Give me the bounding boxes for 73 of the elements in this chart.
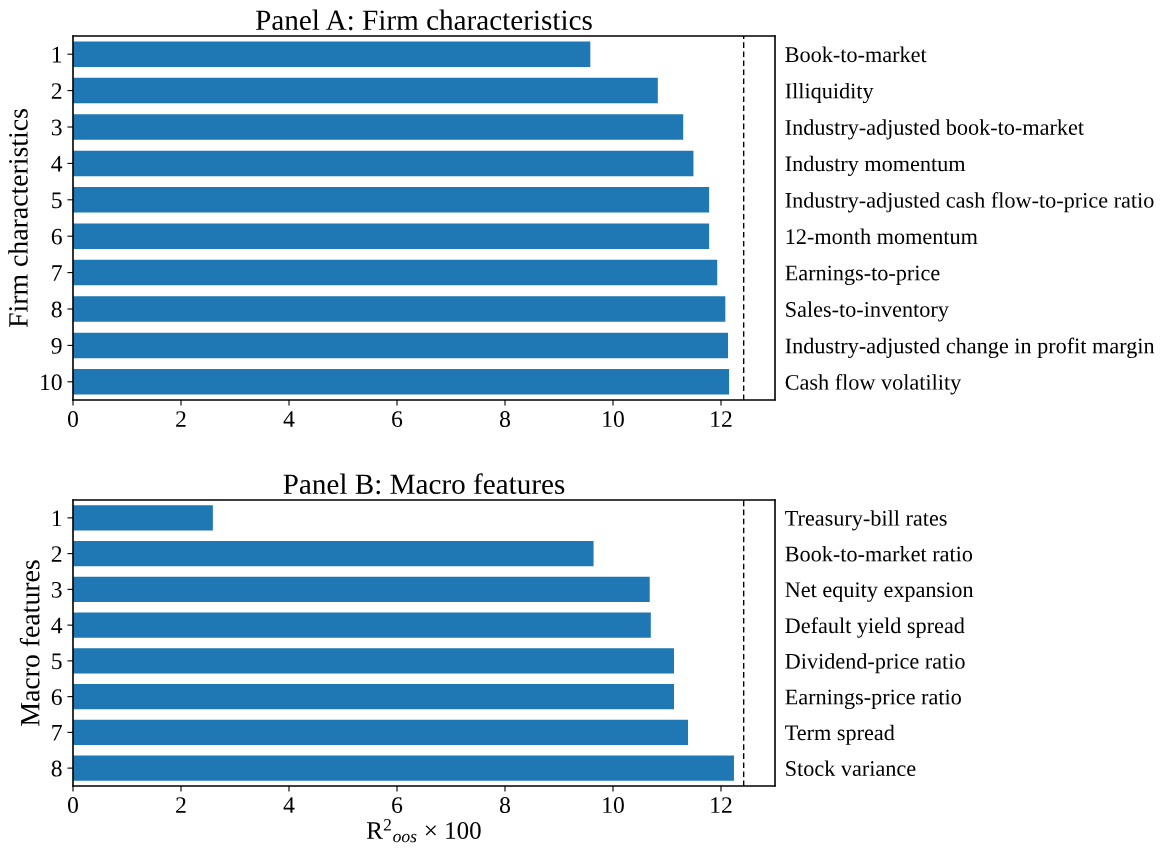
y-tick-label: 1 bbox=[52, 46, 62, 63]
bar bbox=[73, 369, 730, 395]
y2-tick-label: Earnings-price ratio bbox=[785, 689, 961, 710]
y2-tick-label: Book-to-market bbox=[785, 46, 927, 63]
y-tick-label: 9 bbox=[51, 337, 62, 354]
y2-tick-label: Industry-adjusted book-to-market bbox=[785, 119, 1084, 140]
bar bbox=[73, 77, 658, 104]
bar bbox=[73, 332, 729, 359]
bar bbox=[73, 41, 591, 67]
x-tick-label: 10 bbox=[603, 797, 624, 814]
bar bbox=[73, 576, 650, 602]
y2-tick-label: Dividend-price ratio bbox=[785, 653, 965, 674]
x-tick-label: 6 bbox=[392, 411, 403, 428]
y-tick-label: 6 bbox=[51, 689, 62, 706]
bar bbox=[73, 150, 694, 177]
y-axis-title: Macro features bbox=[19, 560, 40, 726]
bar bbox=[73, 505, 213, 531]
bar bbox=[73, 648, 675, 674]
x-tick-label: 12 bbox=[711, 411, 732, 427]
x-tick-label: 8 bbox=[500, 797, 510, 814]
bar bbox=[73, 719, 689, 745]
x-tick-label: 12 bbox=[711, 797, 732, 813]
bar bbox=[73, 612, 651, 638]
y2-tick-label: Stock variance bbox=[786, 760, 916, 777]
y-tick-label: 5 bbox=[52, 653, 62, 670]
y-tick-label: 4 bbox=[51, 617, 63, 634]
y2-tick-label: Industry momentum bbox=[785, 155, 966, 176]
y2-tick-label: 12-month momentum bbox=[786, 228, 978, 245]
y2-tick-label: Earnings-to-price bbox=[785, 265, 940, 286]
x-tick-label: 4 bbox=[283, 797, 295, 813]
x-tick-label: 2 bbox=[176, 797, 186, 813]
y-tick-label: 10 bbox=[41, 374, 62, 391]
y-tick-label: 1 bbox=[52, 510, 62, 527]
x-axis-title: R$^{2}$$_{oos}$ × 100 bbox=[366, 819, 481, 843]
y2-tick-label: Illiquidity bbox=[785, 82, 874, 104]
y-tick-label: 8 bbox=[51, 760, 62, 777]
y-tick-label: 8 bbox=[51, 301, 62, 318]
bar bbox=[73, 296, 726, 322]
y-tick-label: 5 bbox=[52, 192, 62, 209]
y2-tick-label: Treasury-bill rates bbox=[785, 510, 947, 531]
y2-tick-label: Industry-adjusted cash flow-to-price ratio bbox=[785, 191, 1154, 213]
y-tick-label: 3 bbox=[51, 581, 62, 598]
chart-title: Panel A: Firm characteristics bbox=[255, 9, 592, 31]
y-tick-label: 2 bbox=[51, 546, 62, 562]
bar bbox=[73, 187, 710, 213]
y-axis-title: Firm characteristics bbox=[8, 109, 28, 328]
x-tick-label: 4 bbox=[283, 411, 295, 427]
bar bbox=[73, 755, 734, 781]
bar bbox=[73, 684, 675, 710]
x-tick-label: 8 bbox=[500, 411, 510, 428]
y2-tick-label: Industry-adjusted change in profit margin bbox=[785, 337, 1155, 359]
x-tick-label: 6 bbox=[392, 797, 403, 814]
x-tick-label: 0 bbox=[68, 411, 78, 428]
y2-tick-label: Book-to-market ratio bbox=[785, 545, 973, 562]
y2-tick-label: Sales-to-inventory bbox=[786, 301, 949, 322]
y2-tick-label: Net equity expansion bbox=[785, 582, 974, 602]
x-tick-label: 0 bbox=[68, 797, 78, 814]
y-tick-label: 7 bbox=[52, 265, 62, 281]
x-tick-label: 10 bbox=[603, 411, 624, 428]
y-tick-label: 3 bbox=[51, 119, 62, 136]
y-tick-label: 6 bbox=[51, 228, 62, 245]
bar bbox=[73, 259, 718, 286]
y-tick-label: 7 bbox=[52, 725, 62, 741]
y2-tick-label: Cash flow volatility bbox=[785, 373, 962, 395]
bar bbox=[73, 541, 594, 567]
bar bbox=[73, 223, 710, 249]
y-tick-label: 4 bbox=[51, 156, 63, 172]
y2-tick-label: Term spread bbox=[785, 724, 895, 745]
y2-tick-label: Default yield spread bbox=[785, 617, 965, 638]
y-tick-label: 2 bbox=[51, 83, 62, 99]
bar bbox=[73, 114, 684, 140]
x-tick-label: 2 bbox=[176, 411, 186, 427]
chart-title: Panel B: Macro features bbox=[283, 473, 565, 495]
